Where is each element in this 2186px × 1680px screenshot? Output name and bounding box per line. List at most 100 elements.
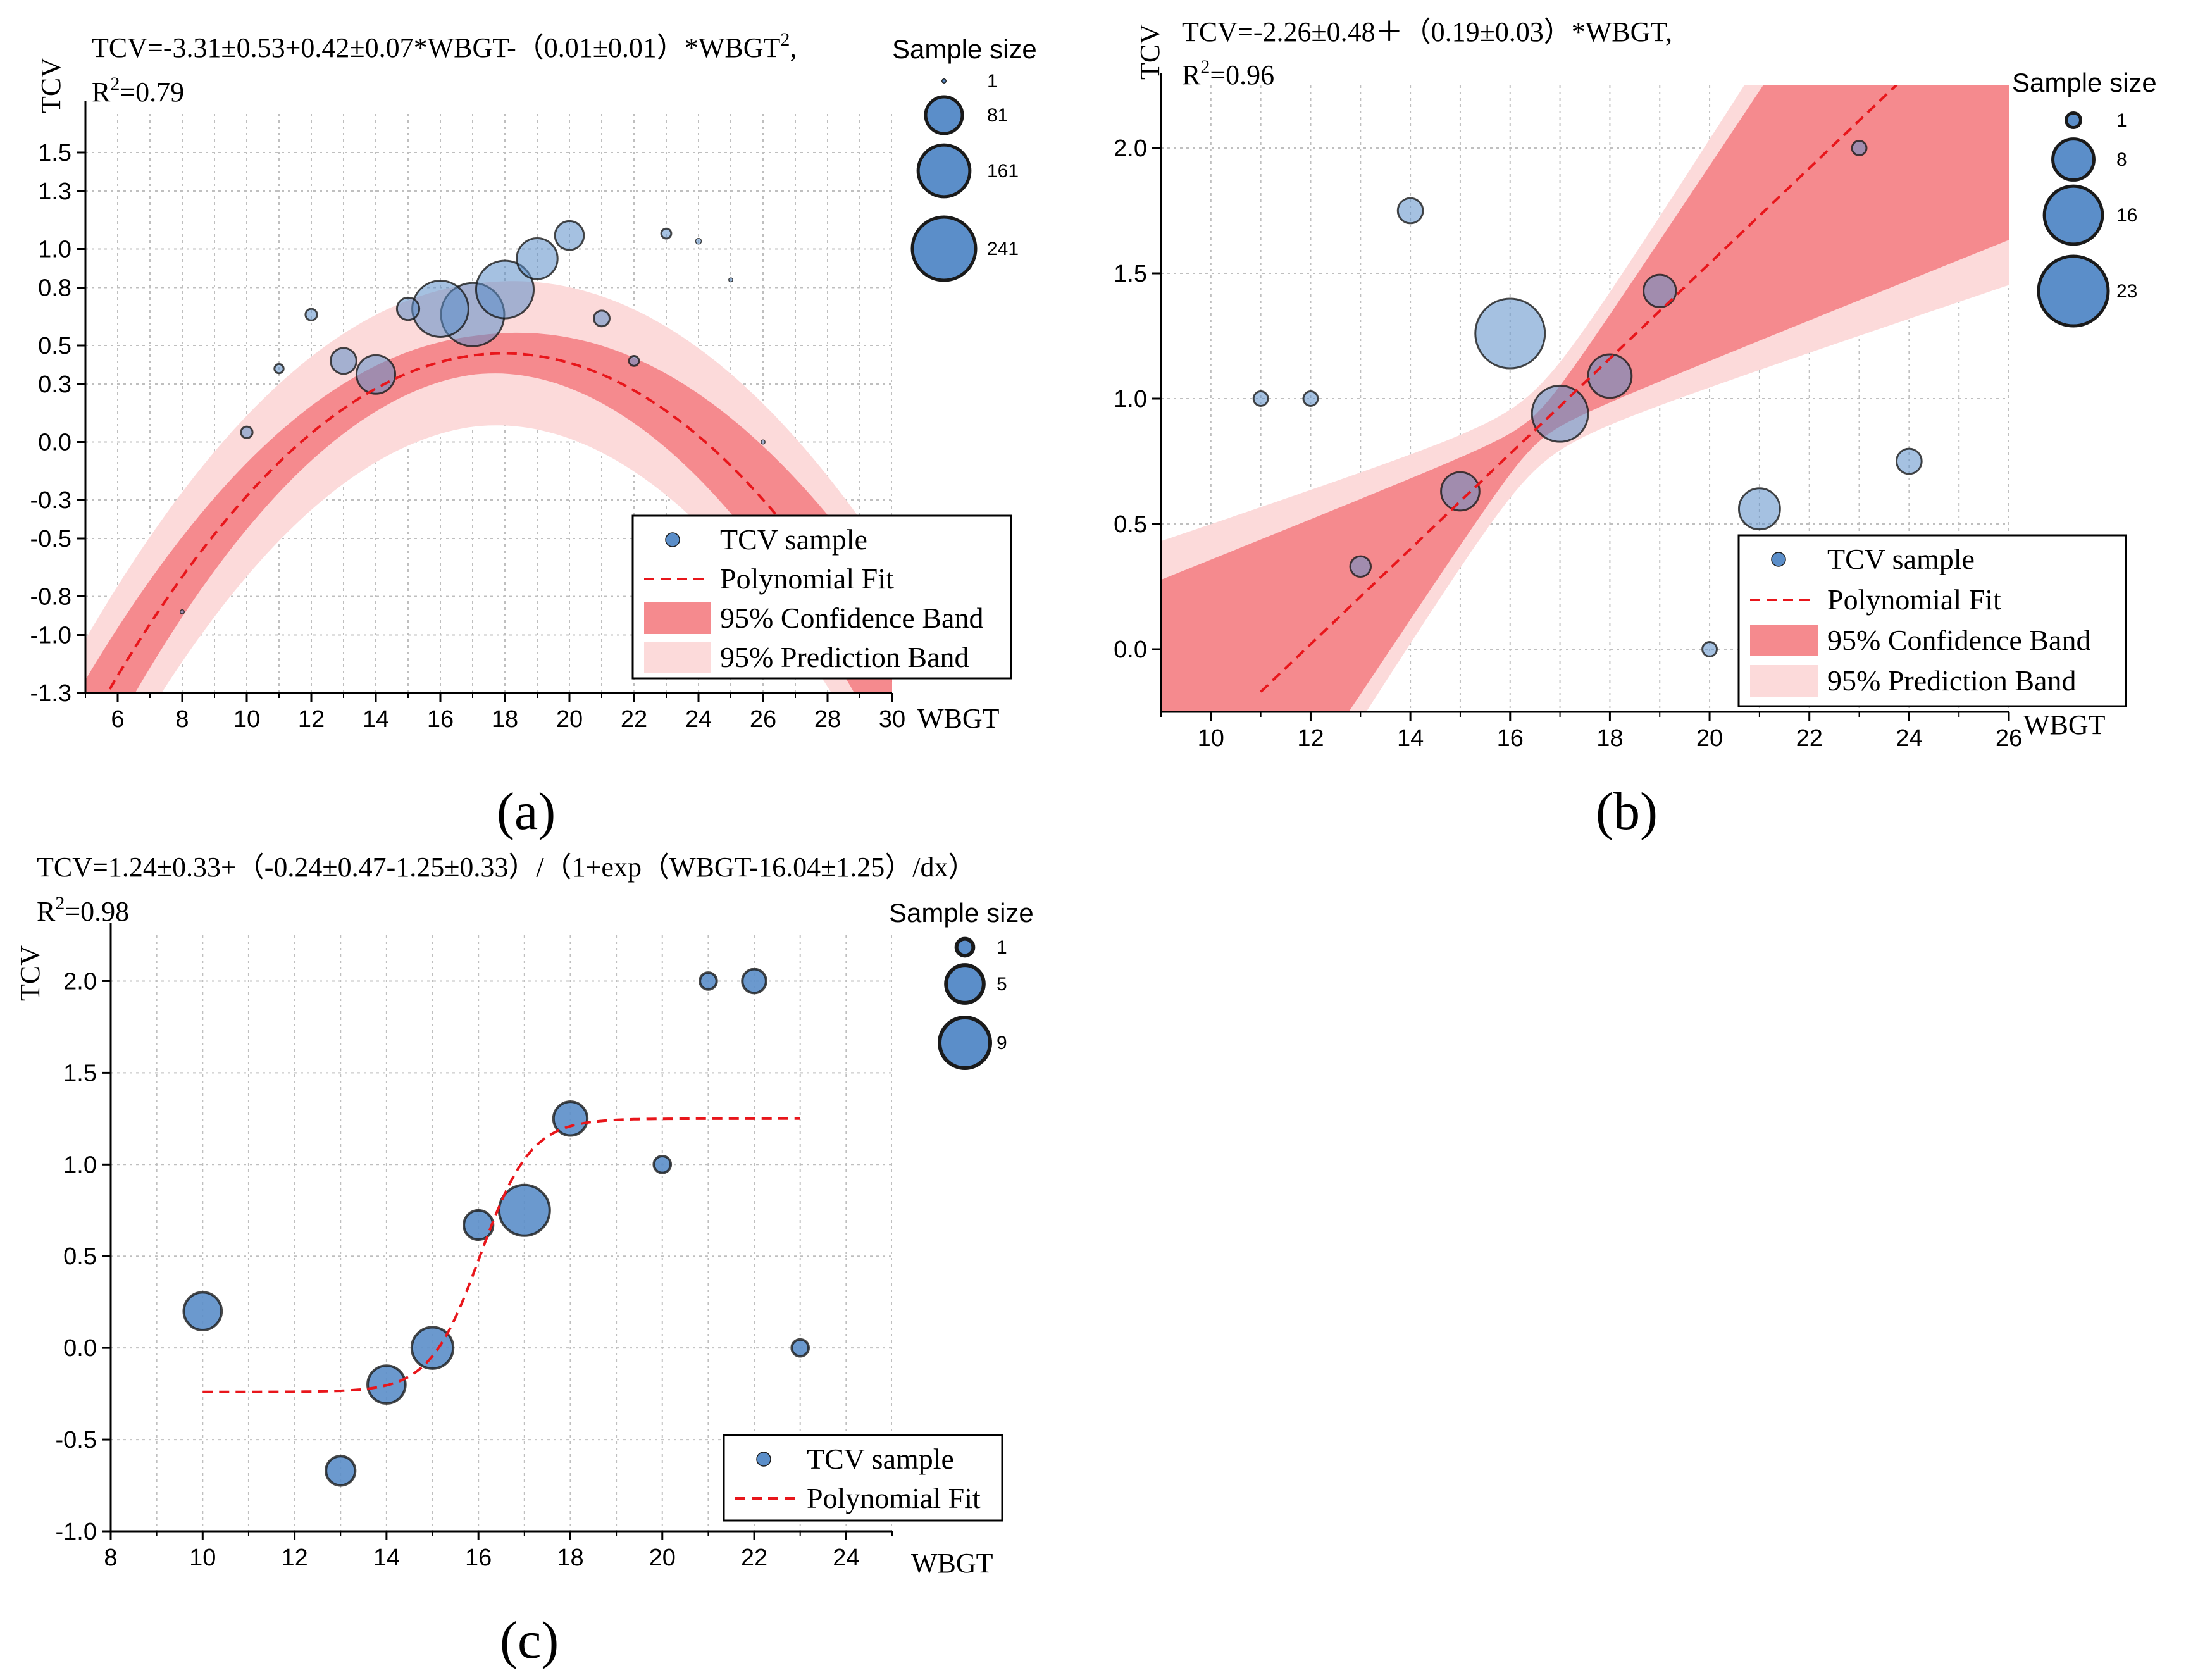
panel-c: TCV=1.24±0.33+（-0.24±0.47-1.25±0.33）/（1+… (15, 852, 1034, 1670)
size-legend-value: 161 (987, 161, 1019, 182)
data-point (240, 425, 254, 439)
data-point (516, 237, 559, 280)
series-legend-c: TCV sample Polynomial Fit (723, 1434, 1003, 1522)
legend-fit-label: Polynomial Fit (807, 1482, 981, 1514)
data-point (1737, 487, 1781, 531)
data-point (180, 609, 185, 614)
data-point (410, 1326, 455, 1370)
y-tick-label: 1.3 (38, 178, 71, 205)
panel-a-equation: TCV=-3.31±0.53+0.42±0.07*WBGT-（0.01±0.01… (92, 29, 797, 63)
data-point (699, 971, 718, 991)
size-legend-marker (2042, 184, 2104, 246)
data-point (1396, 197, 1424, 225)
y-tick-label: -0.5 (30, 526, 71, 552)
panel-a-label: (a) (497, 782, 556, 841)
x-tick-label: 18 (1596, 725, 1623, 752)
data-point (741, 968, 767, 995)
data-point (1302, 390, 1319, 407)
size-legend-value: 16 (2116, 205, 2137, 226)
size-legend-value: 5 (997, 974, 1007, 995)
data-point (728, 277, 733, 283)
y-tick-label: 0.0 (38, 430, 71, 456)
x-tick-label: 18 (557, 1545, 583, 1571)
y-tick-label: 0.5 (38, 333, 71, 359)
legend-sample-label: TCV sample (807, 1443, 954, 1475)
x-tick-label: 10 (1198, 725, 1224, 752)
y-tick-label: 1.0 (1114, 386, 1147, 413)
legend-confidence-swatch (644, 602, 711, 634)
y-tick-label: 2.0 (63, 968, 97, 995)
x-tick-label: 28 (814, 706, 841, 733)
y-tick-label: 2.0 (1114, 135, 1147, 162)
x-tick-label: 16 (465, 1545, 492, 1571)
x-tick-label: 26 (1996, 725, 2022, 752)
size-legend-value: 9 (997, 1033, 1007, 1054)
data-point (554, 220, 585, 251)
legend-confidence-label: 95% Confidence Band (1827, 624, 2090, 656)
data-point (652, 1154, 673, 1174)
y-tick-label: 0.0 (63, 1335, 97, 1362)
data-point (695, 237, 702, 245)
axes-c: 8 10 12 14 16 18 20 22 24 -1.0 -0.5 0.0 0.5 1.0 1.5 2.0 (56, 923, 893, 1571)
y-tick-label: 1.0 (38, 237, 71, 263)
data-point (330, 347, 357, 375)
panel-b-size-legend-title: Sample size (2012, 68, 2157, 97)
panel-c-r2: R2=0.98 (37, 893, 129, 927)
data-point (395, 296, 421, 321)
x-tick-label: 24 (1896, 725, 1922, 752)
size-legend-b: 1 8 16 23 (2037, 110, 2137, 328)
size-legend-marker (2051, 137, 2096, 182)
y-tick-label: 0.3 (38, 371, 71, 398)
y-tick-label: -0.8 (30, 584, 71, 611)
plot-area-c (111, 935, 892, 1531)
data-point (628, 355, 640, 367)
fit-line-c (202, 1117, 800, 1393)
panel-a-size-legend-title: Sample size (892, 34, 1037, 64)
panel-a: TCV=-3.31±0.53+0.42±0.07*WBGT-（0.01±0.01… (30, 29, 1037, 841)
legend-prediction-swatch (1750, 665, 1818, 697)
size-legend-marker (2065, 111, 2082, 129)
x-tick-label: 22 (1796, 725, 1823, 752)
data-point (1587, 353, 1633, 399)
points-b (1252, 140, 1923, 657)
x-tick-label: 24 (833, 1545, 859, 1571)
y-tick-label: 0.5 (63, 1243, 97, 1270)
data-point (411, 280, 469, 338)
y-tick-label: -1.0 (30, 623, 71, 649)
data-point (552, 1100, 589, 1137)
y-tick-label: 0.0 (1114, 637, 1147, 663)
series-legend-b: TCV sample Polynomial Fit 95% Confidence B… (1737, 534, 2127, 707)
y-tick-label: 0.8 (38, 275, 71, 302)
panel-b-label: (b) (1596, 782, 1658, 841)
size-legend-value: 1 (2116, 110, 2127, 131)
panel-c-xlabel: WBGT (911, 1548, 993, 1579)
x-tick-label: 20 (1696, 725, 1723, 752)
panel-b-xlabel: WBGT (2023, 709, 2106, 740)
panel-b-r2: R2=0.96 (1182, 56, 1274, 90)
y-tick-label: 0.5 (1114, 511, 1147, 538)
points-c (182, 968, 810, 1487)
legend-frame (723, 1434, 1003, 1522)
x-tick-label: 10 (233, 706, 260, 733)
y-tick-label: -0.3 (30, 487, 71, 514)
axes-b: 10 12 14 16 18 20 22 24 26 0.0 0.5 1.0 1.5 2.0 (1114, 73, 2022, 752)
data-point (593, 309, 611, 328)
legend-sample-marker (665, 532, 680, 547)
panel-c-label: (c) (500, 1611, 559, 1670)
panel-b: TCV=-2.26±0.48＋（0.19±0.03）*WBGT, R2=0.96… (1114, 16, 2157, 841)
plot-area-b (1161, 85, 2009, 712)
x-tick-label: 16 (1497, 725, 1524, 752)
data-point (304, 308, 318, 321)
panel-a-ylabel: TCV (35, 58, 66, 113)
size-legend-marker (2037, 254, 2110, 328)
legend-confidence-swatch (1750, 625, 1818, 656)
data-point (761, 439, 766, 445)
x-tick-label: 12 (281, 1545, 307, 1571)
legend-prediction-label: 95% Prediction Band (1827, 664, 2077, 697)
legend-confidence-label: 95% Confidence Band (720, 602, 983, 634)
data-point (1895, 447, 1923, 475)
data-point (1474, 297, 1546, 370)
x-tick-label: 30 (879, 706, 905, 733)
confidence-band-a (85, 332, 892, 693)
